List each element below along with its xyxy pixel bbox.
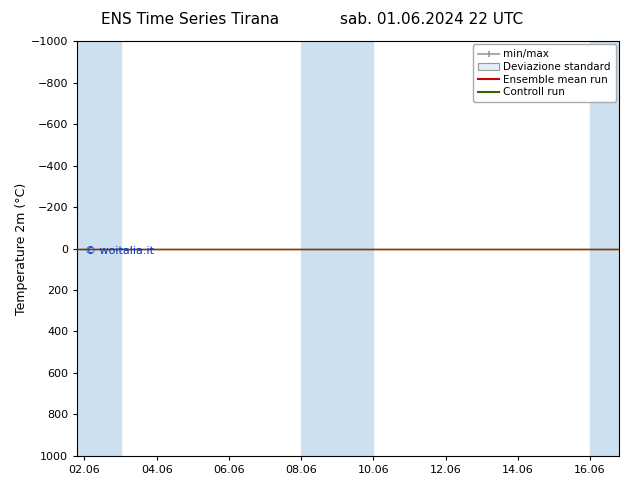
Legend: min/max, Deviazione standard, Ensemble mean run, Controll run: min/max, Deviazione standard, Ensemble m…	[473, 44, 616, 102]
Y-axis label: Temperature 2m (°C): Temperature 2m (°C)	[15, 182, 28, 315]
Text: ENS Time Series Tirana: ENS Time Series Tirana	[101, 12, 279, 27]
Bar	[77, 41, 120, 456]
Bar	[590, 41, 619, 456]
Text: © woitalia.it: © woitalia.it	[86, 246, 154, 256]
Text: sab. 01.06.2024 22 UTC: sab. 01.06.2024 22 UTC	[340, 12, 522, 27]
Bar	[301, 41, 373, 456]
